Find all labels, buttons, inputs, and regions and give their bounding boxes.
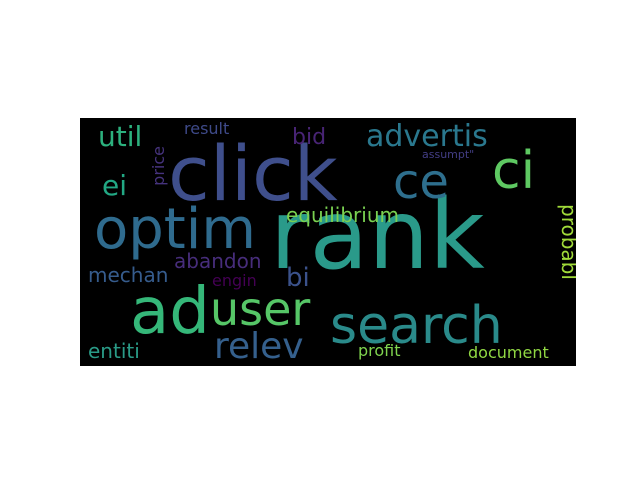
word-entiti: entiti — [88, 339, 140, 363]
word-click: click — [168, 129, 338, 218]
word-ei: ei — [102, 169, 127, 202]
word-rank: rank — [270, 179, 485, 291]
word-cloud: rank click optim ad search ci ce user ad… — [80, 118, 576, 366]
word-user: user — [210, 282, 310, 336]
word-advertis: advertis — [366, 119, 488, 154]
word-result: result — [184, 119, 229, 138]
word-engin: engin — [212, 271, 257, 290]
word-document: document — [468, 343, 549, 362]
word-mechan: mechan — [88, 263, 168, 287]
word-util: util — [98, 120, 142, 153]
word-abandon: abandon — [174, 249, 262, 273]
word-price: price — [149, 146, 168, 186]
word-cloud-canvas: rank click optim ad search ci ce user ad… — [88, 119, 576, 366]
word-ci: ci — [492, 141, 535, 201]
word-equilibrium: equilibrium — [286, 203, 399, 227]
word-relev: relev — [214, 326, 304, 366]
word-ce: ce — [393, 154, 449, 210]
word-probabl: probabl — [557, 204, 576, 280]
word-bid: bid — [292, 125, 326, 150]
word-profit: profit — [358, 341, 401, 360]
word-assumpt: assumpt" — [422, 148, 474, 161]
word-optim: optim — [94, 197, 256, 262]
word-bi: bi — [286, 263, 310, 293]
word-search: search — [330, 296, 503, 356]
word-ad: ad — [130, 275, 210, 349]
